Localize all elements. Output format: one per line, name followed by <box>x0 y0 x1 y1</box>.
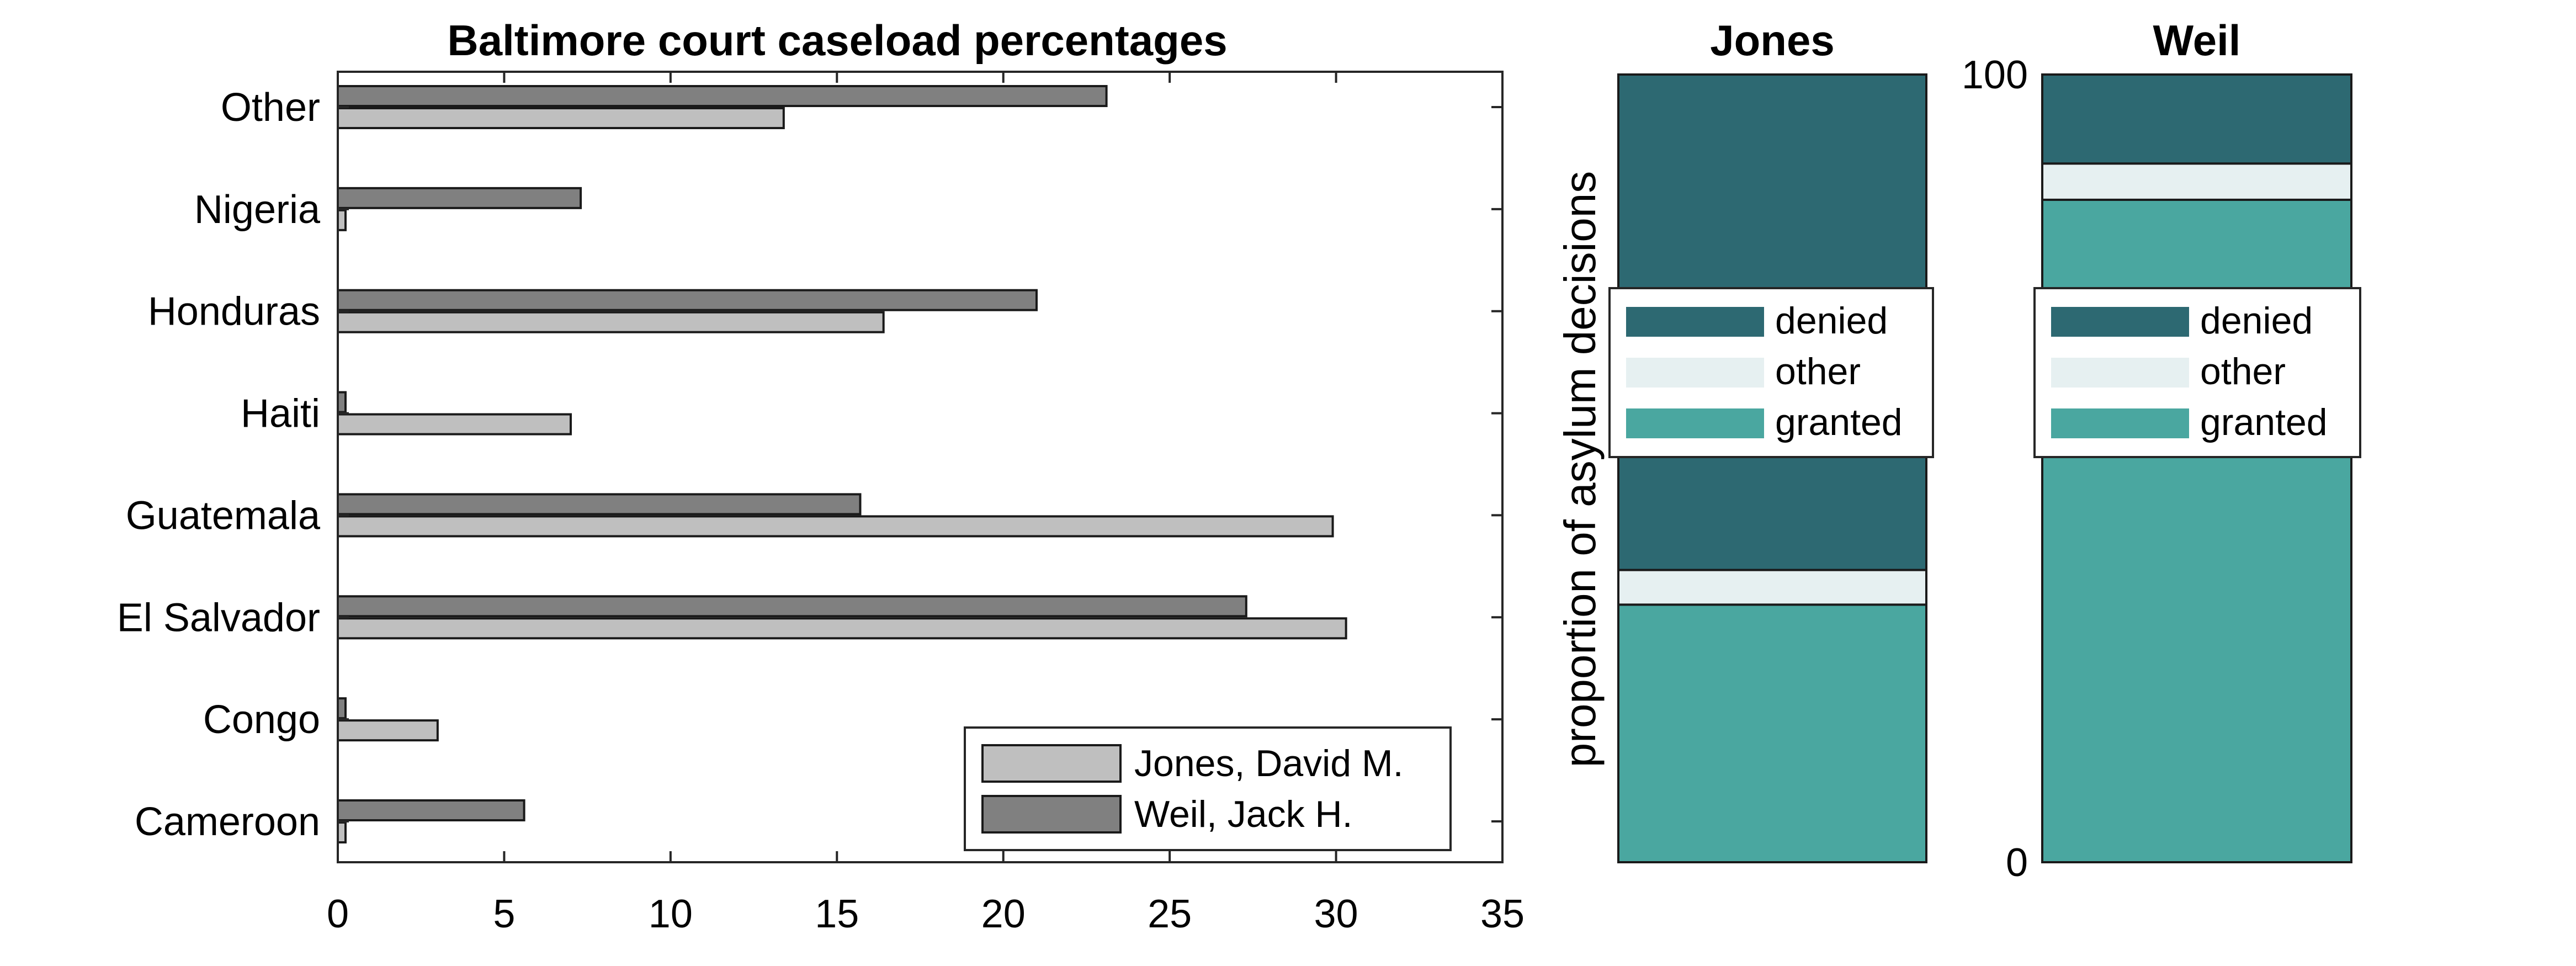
y-tick-label-guatemala: Guatemala <box>126 493 321 538</box>
decision-charts: proportion of asylum decisions Jones Wei… <box>1555 16 2361 885</box>
y-tick-label: 0 <box>2006 841 2028 885</box>
y-tick-label-honduras: Honduras <box>148 290 320 334</box>
x-tick-label: 5 <box>493 892 515 936</box>
bar-weil-jack-h-nigeria <box>337 187 582 209</box>
caseload-chart-title: Baltimore court caseload percentages <box>447 16 1227 65</box>
jones-legend-swatch-denied <box>1626 307 1764 337</box>
y-tick-label: 100 <box>1962 53 2028 97</box>
x-tick-label: 25 <box>1148 892 1192 936</box>
weil-legend-label-other: other <box>2200 351 2286 392</box>
x-tick-label: 20 <box>981 892 1026 936</box>
weil-legend-swatch-other <box>2051 358 2189 388</box>
bar-weil-jack-h-congo <box>337 697 347 720</box>
jones-legend-swatch-other <box>1626 358 1764 388</box>
y-tick-label-cameroon: Cameroon <box>135 800 320 844</box>
bar-jones-david-m-congo <box>337 719 439 742</box>
bar-jones-david-m-nigeria <box>337 209 347 231</box>
bar-weil-jack-h-honduras <box>337 289 1038 311</box>
weil-legend-swatch-granted <box>2051 408 2189 438</box>
y-tick-label-el-salvador: El Salvador <box>117 596 320 640</box>
weil-legend-swatch-denied <box>2051 307 2189 337</box>
y-tick-label-haiti: Haiti <box>241 392 320 436</box>
caseload-legend: Jones, David M. Weil, Jack H. <box>964 726 1452 851</box>
jones-legend-label-other: other <box>1775 351 1861 392</box>
bar-weil-jack-h-el-salvador <box>337 595 1247 618</box>
bar-jones-david-m-haiti <box>337 413 572 436</box>
weil-legend-label-denied: denied <box>2200 300 2313 342</box>
jones-legend-swatch-granted <box>1626 408 1764 438</box>
weil-segment-other <box>2041 162 2352 201</box>
jones-segment-other <box>1617 569 1927 606</box>
jones-panel: denied other granted <box>1608 73 1934 863</box>
y-tick-label-nigeria: Nigeria <box>194 188 321 232</box>
jones-segment-granted <box>1617 603 1927 863</box>
weil-panel-title: Weil <box>2153 16 2241 65</box>
x-tick-label: 35 <box>1480 892 1525 936</box>
bar-weil-jack-h-other <box>337 85 1108 107</box>
legend-label-weil-jack-h: Weil, Jack H. <box>1134 793 1352 835</box>
decision-panels: denied other granted 0 100 denied other granted <box>1608 53 2361 885</box>
bar-weil-jack-h-haiti <box>337 391 347 413</box>
legend-swatch-jones-david-m <box>981 744 1122 783</box>
x-tick-label: 10 <box>649 892 693 936</box>
x-tick-label: 30 <box>1314 892 1358 936</box>
bar-jones-david-m-el-salvador <box>337 617 1347 640</box>
bar-jones-david-m-guatemala <box>337 515 1334 538</box>
bar-weil-jack-h-guatemala <box>337 493 862 516</box>
caseload-chart: Baltimore court caseload percentages Cam… <box>117 16 1525 936</box>
caseload-ticks: Cameroon Congo El Salvador Guatemala Haiti Ho… <box>117 72 1525 936</box>
y-tick-label-other: Other <box>221 86 320 130</box>
decision-y-axis-label: proportion of asylum decisions <box>1555 171 1605 768</box>
weil-segment-denied <box>2041 73 2352 165</box>
jones-legend-label-granted: granted <box>1775 401 1903 443</box>
y-tick-label-congo: Congo <box>203 698 320 742</box>
bar-jones-david-m-cameroon <box>337 821 347 843</box>
legend-label-jones-david-m: Jones, David M. <box>1134 742 1404 784</box>
jones-legend-label-denied: denied <box>1775 300 1888 342</box>
legend-swatch-weil-jack-h <box>981 795 1122 834</box>
x-tick-label: 0 <box>327 892 349 936</box>
x-tick-label: 15 <box>815 892 859 936</box>
bar-weil-jack-h-cameroon <box>337 799 525 821</box>
caseload-plot-frame <box>337 71 1504 863</box>
bar-jones-david-m-honduras <box>337 311 885 333</box>
bar-jones-david-m-other <box>337 107 785 129</box>
jones-panel-title: Jones <box>1710 16 1834 65</box>
weil-panel: 0 100 denied other granted <box>1962 53 2361 885</box>
weil-legend-label-granted: granted <box>2200 401 2328 443</box>
